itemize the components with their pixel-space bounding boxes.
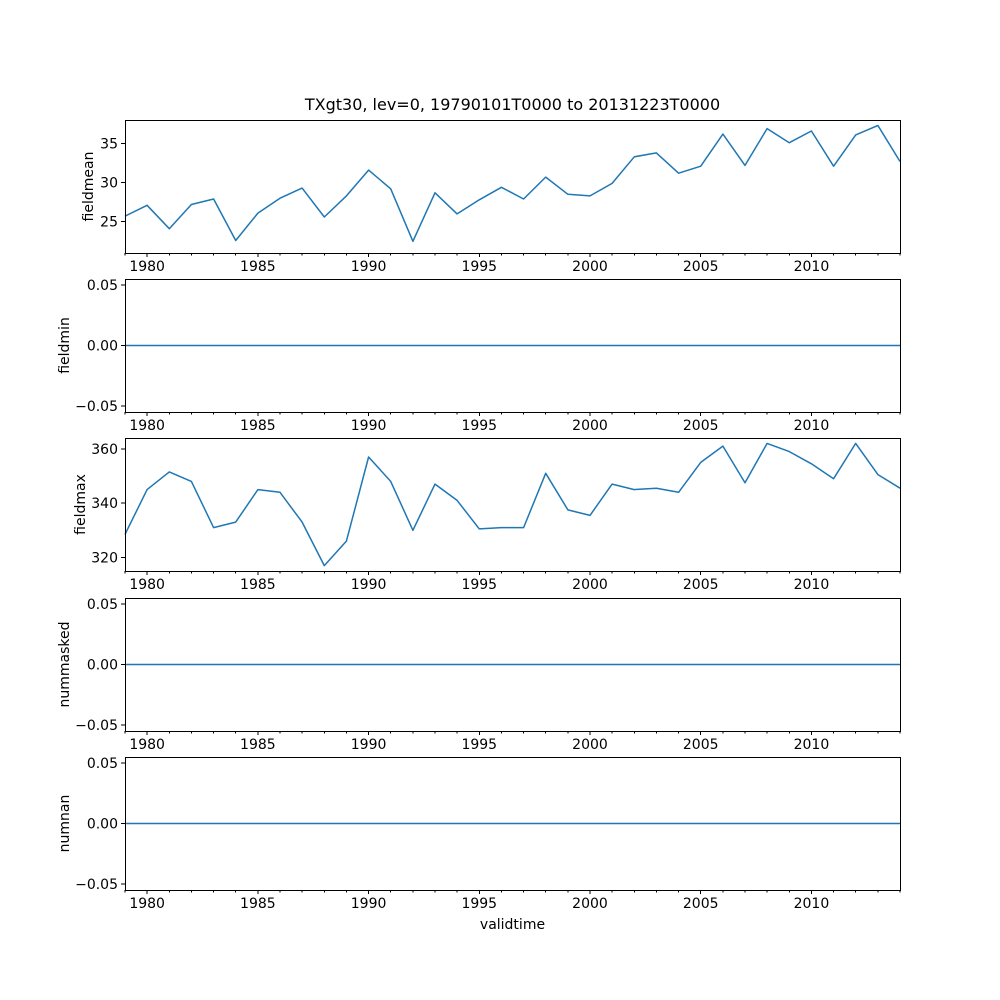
x-tick-label: 1990 <box>351 896 387 912</box>
y-tick-label: 0.00 <box>87 339 118 355</box>
y-tick-label: 0.05 <box>87 756 118 772</box>
x-tick-label: 1990 <box>351 418 387 434</box>
subplot-fieldmax: 320 340 360 1980 1985 1990 1995 2000 2005 2010 fie… <box>73 438 901 593</box>
x-tick-label: 1990 <box>351 737 387 753</box>
x-tick-label: 1995 <box>461 259 497 275</box>
x-tick-label: 1995 <box>461 418 497 434</box>
x-tick-label: 2005 <box>683 896 719 912</box>
x-tick-label: 1980 <box>129 737 165 753</box>
subplot-nummasked: 0.05 0.00 −0.05 1980 1985 1990 1995 2000 2005 201… <box>57 597 901 753</box>
x-tick-label: 1995 <box>461 896 497 912</box>
x-tick-label: 2000 <box>572 896 608 912</box>
y-axis-title-numnan: numnan <box>57 795 73 853</box>
subplot-fieldmin: 0.05 0.00 −0.05 1980 1985 1990 1995 2000 2005 201… <box>57 278 901 434</box>
x-tick-label: 1985 <box>240 896 276 912</box>
x-tick-label: 1990 <box>351 259 387 275</box>
y-tick-label: 30 <box>100 176 118 192</box>
x-tick-label: 2005 <box>683 418 719 434</box>
y-tick-label: 340 <box>91 496 118 512</box>
axes-frame <box>125 279 901 413</box>
y-tick-label: 0.05 <box>87 278 118 294</box>
x-tick-label: 2010 <box>794 577 830 593</box>
x-tick-label: 1985 <box>240 418 276 434</box>
x-tick-label: 1985 <box>240 577 276 593</box>
x-tick-label: 1995 <box>461 577 497 593</box>
subplot-numnan: 0.05 0.00 −0.05 1980 1985 1990 1995 2000 2005 201… <box>57 756 901 912</box>
x-tick-label: 2005 <box>683 577 719 593</box>
x-tick-label: 2010 <box>794 896 830 912</box>
x-tick-label: 2005 <box>683 259 719 275</box>
y-tick-label: 25 <box>100 215 118 231</box>
plot-line-fieldmean <box>124 124 901 243</box>
axes-frame <box>125 598 901 732</box>
y-axis-title-nummasked: nummasked <box>57 621 73 707</box>
x-tick-label: 1995 <box>461 737 497 753</box>
axes-frame <box>125 438 901 572</box>
axes-frame <box>125 120 901 254</box>
x-tick-label: 1980 <box>129 259 165 275</box>
x-tick-label: 2000 <box>572 259 608 275</box>
x-tick-label: 1980 <box>129 896 165 912</box>
x-tick-label: 2010 <box>794 259 830 275</box>
y-tick-label: −0.05 <box>75 718 118 734</box>
subplot-fieldmean: 25 30 35 1980 1985 1990 1995 2000 2005 2010 fieldm… <box>81 120 901 275</box>
figure-title: TXgt30, lev=0, 19790101T0000 to 20131223… <box>304 95 721 114</box>
x-tick-label: 2000 <box>572 577 608 593</box>
y-tick-label: 0.00 <box>87 817 118 833</box>
x-tick-label: 2000 <box>572 737 608 753</box>
y-tick-label: −0.05 <box>75 877 118 893</box>
axes-frame <box>125 757 901 891</box>
x-axis-label: validtime <box>479 917 546 933</box>
y-tick-label: −0.05 <box>75 399 118 415</box>
x-tick-label: 1990 <box>351 577 387 593</box>
x-tick-label: 1985 <box>240 737 276 753</box>
y-axis-title-fieldmax: fieldmax <box>73 474 89 535</box>
y-axis-title-fieldmean: fieldmean <box>81 152 97 222</box>
x-tick-label: 1980 <box>129 418 165 434</box>
x-tick-label: 2010 <box>794 418 830 434</box>
x-tick-label: 2005 <box>683 737 719 753</box>
y-tick-label: 360 <box>91 442 118 458</box>
y-tick-label: 0.00 <box>87 658 118 674</box>
y-axis-title-fieldmin: fieldmin <box>57 317 73 374</box>
x-tick-label: 2000 <box>572 418 608 434</box>
x-tick-label: 1980 <box>129 577 165 593</box>
y-tick-label: 35 <box>100 136 118 152</box>
y-tick-label: 320 <box>91 550 118 566</box>
x-tick-label: 1985 <box>240 259 276 275</box>
y-tick-label: 0.05 <box>87 597 118 613</box>
plot-line-fieldmax <box>124 442 901 567</box>
x-tick-label: 2010 <box>794 737 830 753</box>
